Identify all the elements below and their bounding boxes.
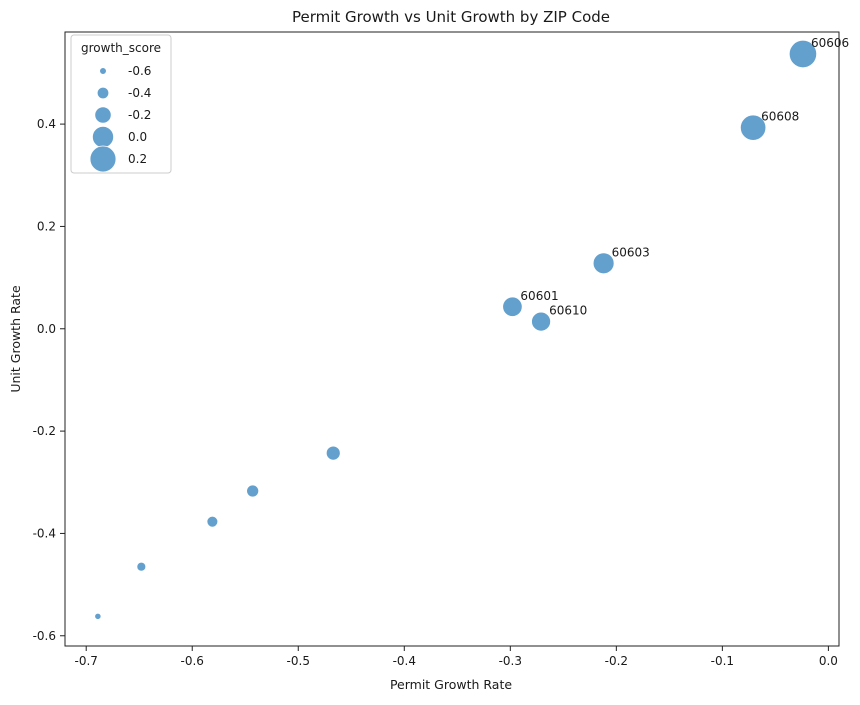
data-point [739, 114, 767, 141]
data-point [502, 296, 523, 317]
legend-marker [96, 86, 110, 100]
y-tick-label: -0.6 [33, 629, 56, 643]
legend-marker [99, 67, 107, 75]
data-point [325, 445, 341, 461]
legend-label: -0.4 [128, 86, 151, 100]
data-points [94, 39, 818, 620]
data-point [94, 612, 102, 620]
y-axis-label: Unit Growth Rate [8, 285, 23, 393]
point-label: 60608 [761, 110, 799, 124]
point-label: 60610 [549, 304, 587, 318]
legend-entries: -0.6 -0.4 -0.2 0.0 0.2 [89, 64, 151, 173]
legend-label: -0.6 [128, 64, 151, 78]
legend-title: growth_score [81, 41, 161, 55]
x-tick-label: -0.4 [393, 654, 416, 668]
point-label: 60601 [520, 289, 558, 303]
legend-label: 0.2 [128, 152, 147, 166]
x-tick-label: -0.1 [711, 654, 734, 668]
x-tick-label: 0.0 [819, 654, 838, 668]
data-point [531, 311, 551, 332]
x-axis: -0.7 -0.6 -0.5 -0.4 -0.3 -0.2 -0.1 0.0 [74, 646, 838, 668]
plot-frame [64, 31, 840, 647]
data-point [592, 252, 615, 275]
legend-label: -0.2 [128, 108, 151, 122]
chart-title: Permit Growth vs Unit Growth by ZIP Code [292, 8, 610, 26]
y-axis: -0.6 -0.4 -0.2 0.0 0.2 0.4 [33, 117, 65, 643]
y-tick-label: 0.4 [37, 117, 56, 131]
legend-marker [94, 106, 112, 124]
y-tick-label: -0.4 [33, 526, 56, 540]
data-point [788, 39, 818, 69]
data-point [136, 561, 147, 572]
legend-label: 0.0 [128, 130, 147, 144]
point-label: 60606 [811, 36, 849, 50]
x-tick-label: -0.6 [181, 654, 204, 668]
y-tick-label: 0.0 [37, 322, 56, 336]
x-tick-label: -0.3 [499, 654, 522, 668]
y-tick-label: 0.2 [37, 219, 56, 233]
x-tick-label: -0.2 [605, 654, 628, 668]
x-tick-label: -0.5 [287, 654, 310, 668]
x-axis-label: Permit Growth Rate [390, 677, 512, 692]
point-label: 60603 [612, 245, 650, 259]
legend-marker [92, 126, 115, 149]
x-tick-label: -0.7 [74, 654, 97, 668]
legend-box [70, 34, 172, 174]
legend-marker [89, 145, 117, 173]
data-point [246, 484, 260, 498]
y-tick-label: -0.2 [33, 424, 56, 438]
data-point [206, 515, 219, 528]
legend: growth_score -0.6 -0.4 -0.2 0.0 0.2 [70, 34, 172, 174]
